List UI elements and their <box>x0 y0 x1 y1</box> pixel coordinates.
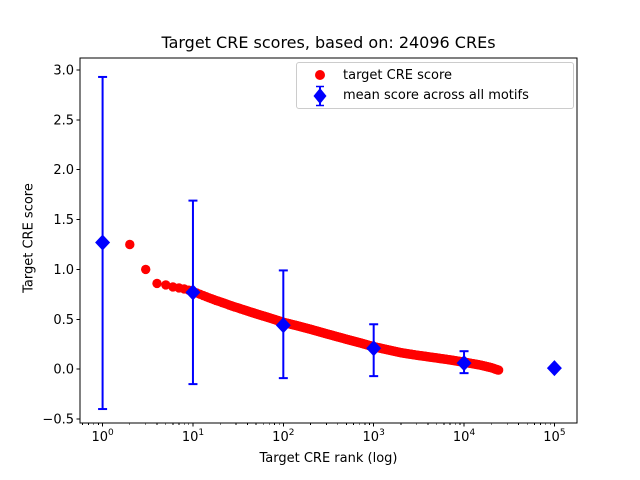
svg-text:3.0: 3.0 <box>53 63 74 78</box>
svg-text:1.5: 1.5 <box>53 213 74 228</box>
blue-diamond-errorbar-marker-icon <box>297 84 343 108</box>
red-series <box>125 239 504 375</box>
plot-frame <box>79 57 578 424</box>
svg-text:0.5: 0.5 <box>53 313 74 328</box>
svg-text:103: 103 <box>363 428 385 445</box>
svg-text:101: 101 <box>182 428 204 445</box>
legend: target CRE score mean score across all m… <box>296 62 574 109</box>
red-dot-marker-icon <box>297 70 343 81</box>
legend-label: target CRE score <box>343 67 453 83</box>
legend-label: mean score across all motifs <box>343 88 529 104</box>
svg-text:−0.5: −0.5 <box>42 413 74 428</box>
legend-item-target-cre-score: target CRE score <box>297 65 573 85</box>
chart-title: Target CRE scores, based on: 24096 CREs <box>161 33 496 52</box>
x-axis: 100 101 102 103 104 105 <box>82 423 566 445</box>
legend-item-mean-score: mean score across all motifs <box>297 84 573 108</box>
y-axis: −0.5 0.0 0.5 1.0 1.5 2.0 2.5 3.0 <box>42 63 80 428</box>
x-axis-label: Target CRE rank (log) <box>259 451 398 466</box>
svg-text:100: 100 <box>91 428 114 445</box>
svg-text:102: 102 <box>272 428 294 445</box>
svg-text:104: 104 <box>453 428 476 445</box>
mean-series <box>95 75 562 411</box>
svg-text:0.0: 0.0 <box>53 363 74 378</box>
y-axis-label: Target CRE score <box>21 183 37 293</box>
svg-text:2.5: 2.5 <box>53 113 74 128</box>
svg-text:2.0: 2.0 <box>53 163 74 178</box>
svg-text:105: 105 <box>543 428 565 445</box>
svg-text:1.0: 1.0 <box>53 263 74 278</box>
